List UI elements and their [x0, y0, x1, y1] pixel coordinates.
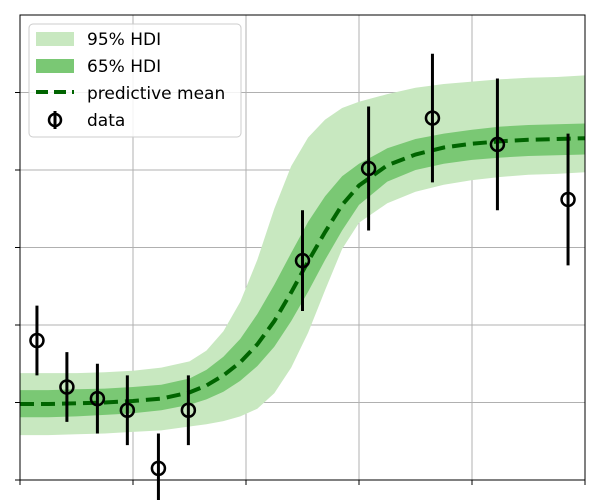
- data-points-layer: [29, 53, 576, 500]
- legend-swatch-hdi95: [36, 32, 74, 46]
- data-point: [29, 305, 45, 376]
- data-marker: [489, 136, 506, 153]
- data-point: [360, 106, 377, 231]
- legend-label-data: data: [87, 111, 125, 131]
- data-point: [180, 375, 197, 446]
- data-marker: [89, 390, 106, 407]
- data-point: [119, 375, 136, 446]
- data-marker: [119, 402, 136, 418]
- data-marker: [59, 379, 75, 395]
- legend-label-hdi95: 95% HDI: [87, 30, 161, 50]
- legend-label-hdi65: 65% HDI: [87, 57, 161, 77]
- data-point: [294, 210, 311, 312]
- data-marker: [294, 252, 311, 269]
- data-point: [89, 363, 106, 434]
- predictive-mean-line: [20, 136, 586, 406]
- data-marker: [180, 402, 197, 418]
- legend-swatch-hdi65: [36, 59, 74, 73]
- legend-label-mean: predictive mean: [87, 84, 225, 104]
- data-point: [150, 433, 167, 500]
- data-marker: [560, 191, 576, 208]
- data-point: [489, 78, 506, 211]
- legend: 95% HDI 65% HDI predictive mean data: [28, 23, 242, 138]
- data-marker: [150, 460, 167, 477]
- legend-swatch-data: [47, 111, 63, 129]
- data-marker: [29, 332, 45, 349]
- predictive-mean-layer: [20, 136, 586, 406]
- axes-frame: [19, 14, 586, 481]
- data-point: [424, 53, 441, 183]
- legend-box: [28, 23, 242, 138]
- data-point: [560, 133, 576, 266]
- data-marker: [360, 160, 377, 177]
- data-marker: [424, 110, 441, 126]
- data-point: [59, 352, 75, 422]
- axis-ticks: [15, 92, 586, 485]
